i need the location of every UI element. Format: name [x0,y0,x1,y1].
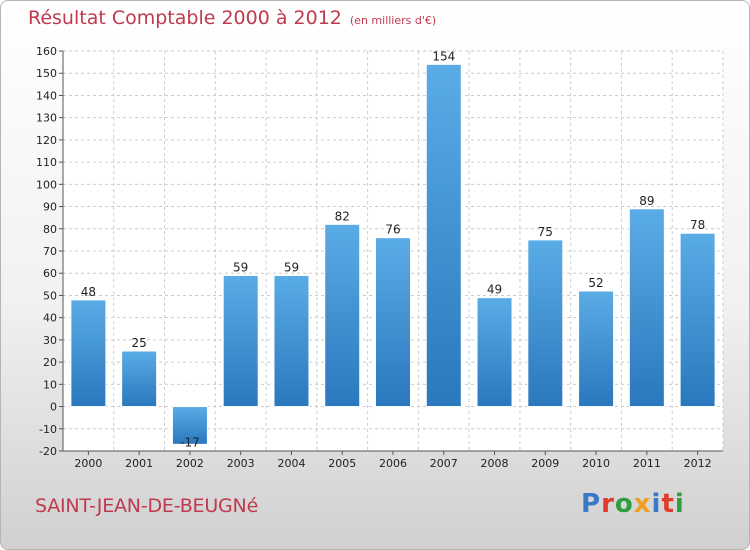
bar-2004 [273,274,310,408]
bar-2009 [527,239,564,408]
x-tick-label: 2005 [328,457,356,470]
value-label: 78 [690,218,705,232]
y-tick-label: 150 [36,67,57,80]
bar-2008 [476,297,513,408]
bar-layer [70,63,716,445]
logo-letter: i [674,489,685,519]
bar-2010 [578,290,615,408]
commune-name: SAINT-JEAN-DE-BEUGNé [35,495,259,517]
y-tick-label: 20 [43,356,57,369]
bar-2000 [70,299,107,408]
bar-2007 [425,63,462,408]
bar-2005 [324,223,361,408]
axis-layer: -20 -10 0 10 20 30 40 50 60 70 80 90 100 110 120 130 140… [36,45,723,458]
x-tick-label: 2008 [481,457,509,470]
logo-letter: x [633,489,652,519]
bar-2006 [375,237,411,408]
bar-2001 [121,350,158,408]
value-label: 52 [588,276,603,290]
chart-title: Résultat Comptable 2000 à 2012 [28,7,342,29]
y-tick-label: 130 [36,112,57,125]
y-tick-label: 140 [36,89,57,102]
value-label: 25 [132,336,147,350]
y-tick-label: 50 [43,289,57,302]
logo-letter: P [581,489,602,519]
y-tick-label: 60 [43,267,57,280]
value-label: -17 [180,435,200,449]
title-line: Résultat Comptable 2000 à 2012 (en millie… [28,7,436,29]
x-tick-label: 2002 [176,457,204,470]
x-tick-label: 2004 [277,457,305,470]
logo-letter: i [651,489,662,519]
x-tick-label: 2010 [582,457,610,470]
x-tick-label: 2007 [430,457,458,470]
value-label: 82 [335,209,350,223]
x-tick-label: 2000 [74,457,102,470]
value-label: 59 [233,260,248,274]
x-tick-label: 2003 [227,457,255,470]
x-tick-label: 2001 [125,457,153,470]
logo-letter: t [661,489,675,519]
y-tick-label: 70 [43,245,57,258]
value-label: 49 [487,283,502,297]
chart-subtitle: (en milliers d'€) [349,14,437,27]
value-label: 48 [81,285,96,299]
y-tick-label: 110 [36,156,57,169]
logo-letter: r [601,489,615,519]
y-tick-label: 40 [43,312,57,325]
bar-2002 [171,406,208,445]
x-tick-label: 2006 [379,457,407,470]
value-label: 59 [284,260,299,274]
logo-letter: o [614,489,634,519]
x-tick-label: 2012 [684,457,712,470]
x-tick-label: 2009 [531,457,559,470]
label-layer: 48 2000 25 2001 -17 2002 59 2003 59 2004 82 2005 76 2… [74,49,711,470]
y-tick-label: 80 [43,223,57,236]
value-label: 76 [385,223,400,237]
y-tick-label: -20 [39,445,57,458]
y-tick-label: 160 [36,45,57,58]
y-tick-label: 90 [43,201,57,214]
bar-2003 [222,274,259,408]
y-tick-label: 120 [36,134,57,147]
y-tick-label: 100 [36,178,57,191]
y-tick-label: -10 [39,423,57,436]
y-tick-label: 30 [43,334,57,347]
y-tick-label: 0 [50,401,57,414]
value-label: 154 [432,49,455,63]
value-label: 75 [538,225,553,239]
proxiti-logo: Proxiti [581,489,685,519]
value-label: 89 [639,194,654,208]
bar-2012 [679,232,716,408]
y-tick-label: 10 [43,378,57,391]
x-tick-label: 2011 [633,457,661,470]
bar-2011 [628,208,665,408]
